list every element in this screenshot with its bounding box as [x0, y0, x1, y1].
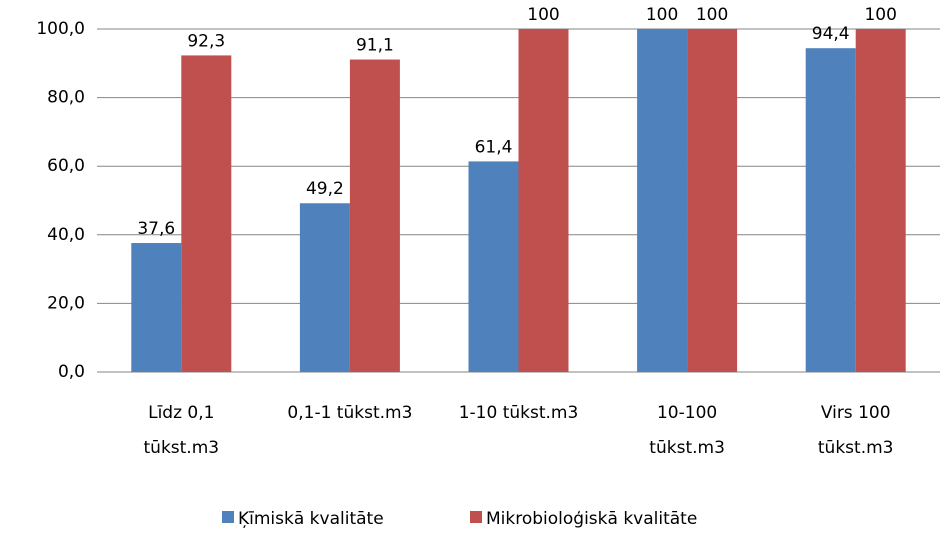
value-label: 91,1	[356, 36, 394, 56]
bar	[349, 59, 400, 372]
y-tick-label: 60,0	[47, 156, 85, 176]
value-label: 100	[646, 5, 678, 25]
legend-label: Mikrobioloģiskā kvalitāte	[486, 509, 697, 529]
bar	[181, 55, 232, 372]
x-tick-label: 0,1-1 tūkst.m3	[287, 403, 412, 423]
y-tick-label: 100,0	[36, 19, 85, 39]
bar	[299, 203, 350, 372]
x-tick-label: 1-10 tūkst.m3	[459, 403, 579, 423]
value-label: 100	[864, 5, 896, 25]
legend-swatch	[222, 511, 234, 523]
x-tick-label: tūkst.m3	[649, 438, 725, 458]
value-label: 94,4	[812, 24, 850, 44]
value-label: 49,2	[306, 179, 344, 199]
y-tick-label: 40,0	[47, 225, 85, 245]
value-label: 92,3	[187, 31, 225, 51]
bar	[518, 29, 569, 372]
bar	[687, 29, 738, 372]
bar	[637, 29, 688, 372]
legend-label: Ķīmiskā kvalitāte	[238, 509, 384, 529]
value-label: 61,4	[475, 137, 513, 157]
x-tick-label: Līdz 0,1	[148, 403, 214, 423]
value-label: 100	[696, 5, 728, 25]
bar	[131, 243, 182, 372]
x-tick-label: tūkst.m3	[144, 438, 220, 458]
bar	[855, 29, 906, 372]
y-tick-label: 20,0	[47, 293, 85, 313]
value-label: 100	[527, 5, 559, 25]
bar	[468, 161, 519, 372]
x-tick-label: Virs 100	[821, 403, 891, 423]
bar	[805, 48, 856, 372]
legend-swatch	[470, 511, 482, 523]
x-tick-label: 10-100	[657, 403, 717, 423]
y-tick-label: 0,0	[58, 362, 85, 382]
x-tick-label: tūkst.m3	[818, 438, 894, 458]
y-tick-label: 80,0	[47, 88, 85, 108]
value-label: 37,6	[137, 219, 175, 239]
